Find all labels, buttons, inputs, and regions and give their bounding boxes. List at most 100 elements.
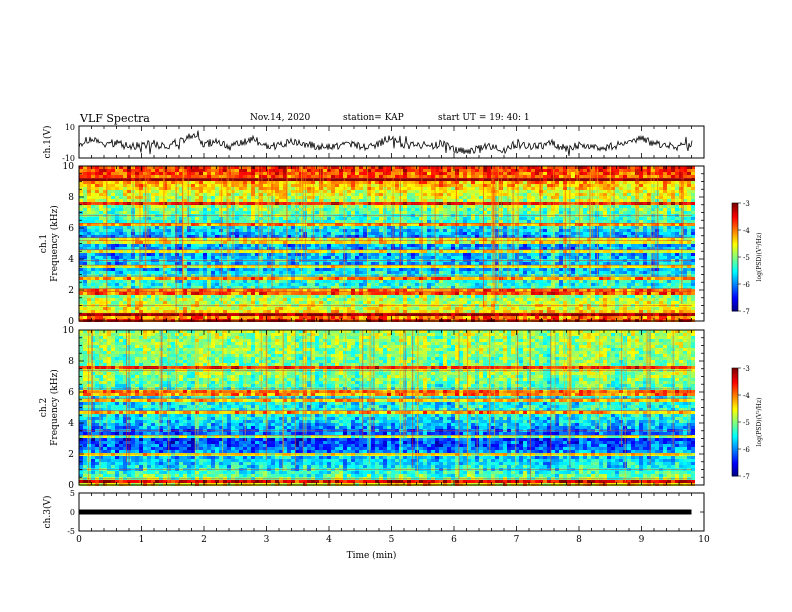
colorbar-cell bbox=[732, 393, 738, 396]
station-label: station= KAP bbox=[343, 113, 404, 123]
ch1-ylabel: ch.1(V) bbox=[42, 126, 53, 159]
x-tick-label: 7 bbox=[514, 535, 520, 545]
colorbar-cell bbox=[732, 425, 738, 428]
colorbar-cell bbox=[732, 248, 738, 251]
ch2-ylabel: ch.2 bbox=[39, 398, 49, 417]
colorbar-cell bbox=[732, 375, 738, 378]
colorbar-cell bbox=[732, 438, 738, 441]
ch1-ytick-label: 6 bbox=[68, 224, 74, 234]
colorbar-cell bbox=[732, 377, 738, 380]
colorbar-cell bbox=[732, 384, 738, 387]
colorbar-cell bbox=[732, 244, 738, 247]
colorbar-cell bbox=[732, 300, 738, 303]
ch3-ylabel: ch.3(V) bbox=[42, 496, 53, 529]
ch2-colorbar-tick-label: -3 bbox=[743, 365, 750, 373]
x-tick-label: 4 bbox=[326, 535, 332, 545]
colorbar-cell bbox=[732, 472, 738, 475]
colorbar-cell bbox=[732, 233, 738, 236]
x-tick-label: 10 bbox=[698, 535, 710, 545]
colorbar-cell bbox=[732, 302, 738, 305]
x-tick-label: 9 bbox=[639, 535, 645, 545]
colorbar-cell bbox=[732, 221, 738, 224]
colorbar-cell bbox=[732, 382, 738, 385]
ch2-colorbar-tick-label: -7 bbox=[743, 473, 750, 481]
ch1-ytick-label: 10 bbox=[65, 123, 75, 132]
colorbar-cell bbox=[732, 307, 738, 310]
colorbar-cell bbox=[732, 255, 738, 258]
start-time-label: start UT = 19: 40: 1 bbox=[438, 113, 530, 123]
ch3-ytick-label: 0 bbox=[70, 508, 75, 517]
colorbar-cell bbox=[732, 459, 738, 463]
colorbar-cell bbox=[732, 309, 738, 312]
colorbar-cell bbox=[732, 465, 738, 468]
colorbar-cell bbox=[732, 212, 738, 215]
colorbar-cell bbox=[732, 253, 738, 256]
ch1-colorbar-tick-label: -3 bbox=[743, 200, 750, 208]
colorbar-cell bbox=[732, 210, 738, 213]
colorbar-cell bbox=[732, 294, 738, 298]
colorbar-cell bbox=[732, 264, 738, 267]
colorbar-cell bbox=[732, 291, 738, 294]
colorbar-cell bbox=[732, 380, 738, 383]
colorbar-cell bbox=[732, 441, 738, 445]
colorbar-cell bbox=[732, 275, 738, 278]
colorbar-cell bbox=[732, 387, 738, 391]
colorbar-cell bbox=[732, 404, 738, 407]
ch2-ytick-label: 8 bbox=[68, 357, 74, 367]
ch1-ytick-label: 4 bbox=[68, 255, 74, 265]
ch1-ytick-label: 10 bbox=[63, 162, 75, 172]
colorbar-cell bbox=[732, 423, 738, 427]
colorbar-cell bbox=[732, 237, 738, 240]
ch1-ylabel: ch.1 bbox=[39, 234, 49, 253]
colorbar-cell bbox=[732, 371, 738, 374]
ch1-ytick-label: 2 bbox=[68, 286, 74, 296]
ch2-colorbar-tick-label: -6 bbox=[743, 446, 750, 454]
ch2-ytick-label: 2 bbox=[68, 450, 74, 460]
colorbar-cell bbox=[732, 240, 738, 244]
ch2-ytick-label: 6 bbox=[68, 388, 74, 398]
ch1-ytick-label: 8 bbox=[68, 193, 74, 203]
colorbar-cell bbox=[732, 400, 738, 403]
colorbar-cell bbox=[732, 226, 738, 229]
ch2-colorbar-tick-label: -4 bbox=[743, 392, 750, 400]
colorbar-cell bbox=[732, 405, 738, 409]
colorbar-cell bbox=[732, 398, 738, 401]
ch1-spectrogram bbox=[79, 166, 695, 322]
colorbar-cell bbox=[732, 258, 738, 262]
colorbar-cell bbox=[732, 280, 738, 283]
ch1-colorbar-tick-label: -7 bbox=[743, 308, 750, 316]
colorbar-cell bbox=[732, 449, 738, 452]
colorbar-cell bbox=[732, 273, 738, 276]
colorbar-cell bbox=[732, 386, 738, 389]
colorbar-cell bbox=[732, 467, 738, 470]
x-tick-label: 3 bbox=[264, 535, 270, 545]
ch1-colorbar-label: log(PSD)(V²/Hz) bbox=[756, 233, 763, 282]
ch1-colorbar-tick-label: -6 bbox=[743, 281, 750, 289]
colorbar-cell bbox=[732, 474, 738, 477]
colorbar-cell bbox=[732, 414, 738, 418]
ch1-trace bbox=[78, 130, 693, 156]
colorbar-cell bbox=[732, 235, 738, 238]
colorbar-cell bbox=[732, 429, 738, 432]
colorbar-cell bbox=[732, 293, 738, 296]
colorbar-cell bbox=[732, 260, 738, 263]
colorbar-cell bbox=[732, 378, 738, 382]
colorbar-cell bbox=[732, 271, 738, 274]
ch3-ytick-label: 5 bbox=[70, 489, 75, 498]
ch3-ytick-label: -5 bbox=[67, 527, 75, 536]
colorbar-cell bbox=[732, 445, 738, 448]
colorbar-cell bbox=[732, 368, 738, 371]
ch1-ytick-label: 0 bbox=[68, 317, 74, 327]
colorbar-cell bbox=[732, 230, 738, 233]
colorbar-cell bbox=[732, 418, 738, 421]
colorbar-cell bbox=[732, 468, 738, 472]
colorbar-cell bbox=[732, 432, 738, 436]
colorbar-cell bbox=[732, 420, 738, 423]
colorbar-cell bbox=[732, 389, 738, 392]
ch2-ylabel2: Frequency (kHz) bbox=[49, 369, 60, 446]
colorbar-cell bbox=[732, 298, 738, 301]
colorbar-cell bbox=[732, 231, 738, 235]
ch2-ytick-label: 0 bbox=[68, 481, 74, 491]
colorbar-cell bbox=[732, 413, 738, 416]
